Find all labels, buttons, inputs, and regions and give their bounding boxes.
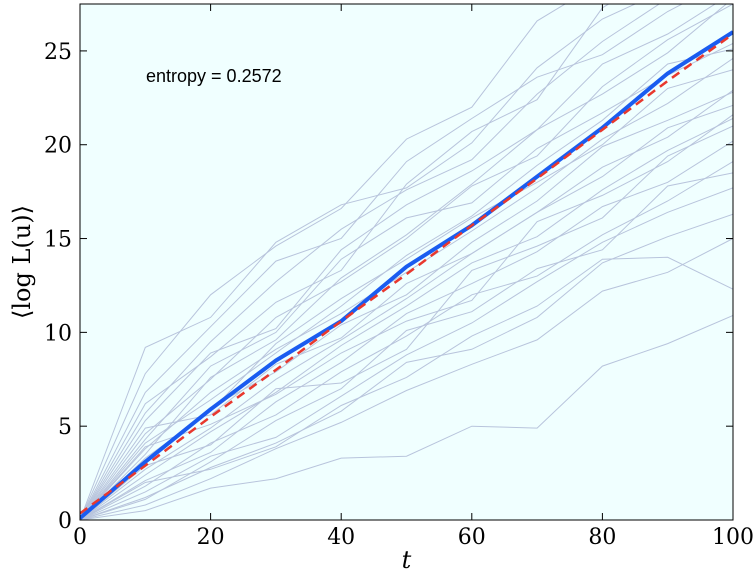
y-axis-label: ⟨log L(u)⟩ (8, 205, 36, 319)
x-tick-label: 40 (327, 525, 355, 550)
sample-series-line-21 (80, 256, 733, 520)
sample-series-line-12 (80, 161, 733, 520)
sample-series-line-25 (80, 42, 733, 520)
sample-series-line-13 (80, 187, 733, 520)
plot-background (80, 4, 733, 520)
fit-series-line (80, 32, 733, 515)
x-tick-label: 80 (588, 525, 616, 550)
sample-series-line-0 (80, 4, 637, 520)
y-tick-label: 5 (58, 415, 72, 440)
sample-series-line-4 (80, 4, 733, 520)
sample-series-line-24 (80, 172, 733, 520)
sample-series-line-15 (80, 238, 733, 520)
sample-series-line-5 (80, 48, 733, 520)
sample-series-line-10 (80, 118, 733, 520)
sample-series-line-3 (80, 4, 717, 520)
x-tick-label: 60 (458, 525, 486, 550)
mean-series-group (80, 30, 733, 520)
entropy-annotation: entropy = 0.2572 (146, 66, 282, 86)
sample-series-line-19 (80, 125, 733, 520)
sample-series-line-11 (80, 140, 733, 520)
y-tick-label: 15 (44, 228, 72, 253)
x-tick-label: 0 (73, 525, 87, 550)
fit-series-group (80, 32, 733, 515)
sample-series-line-18 (80, 4, 728, 520)
y-tick-label: 0 (58, 509, 72, 534)
y-tick-label: 20 (44, 134, 72, 159)
mean-series-line (80, 30, 733, 520)
sample-series-line-2 (80, 4, 610, 520)
x-tick-label: 100 (712, 525, 754, 550)
sample-series-line-6 (80, 57, 733, 520)
x-axis-label: t (402, 546, 412, 574)
sample-series-line-16 (80, 315, 733, 520)
sample-series-line-23 (80, 4, 684, 520)
x-tick-label: 20 (197, 525, 225, 550)
sample-series-line-9 (80, 104, 733, 520)
y-tick-label: 10 (44, 321, 72, 346)
axis-ticks: 0 20 40 60 80 100 0 5 10 15 20 25 (44, 4, 754, 550)
y-tick-label: 25 (44, 40, 72, 65)
sample-series-line-14 (80, 213, 733, 520)
sample-series-line-1 (80, 4, 567, 520)
sample-series-line-17 (80, 89, 733, 520)
sample-series-line-20 (80, 4, 661, 520)
plot-frame (79, 3, 734, 521)
